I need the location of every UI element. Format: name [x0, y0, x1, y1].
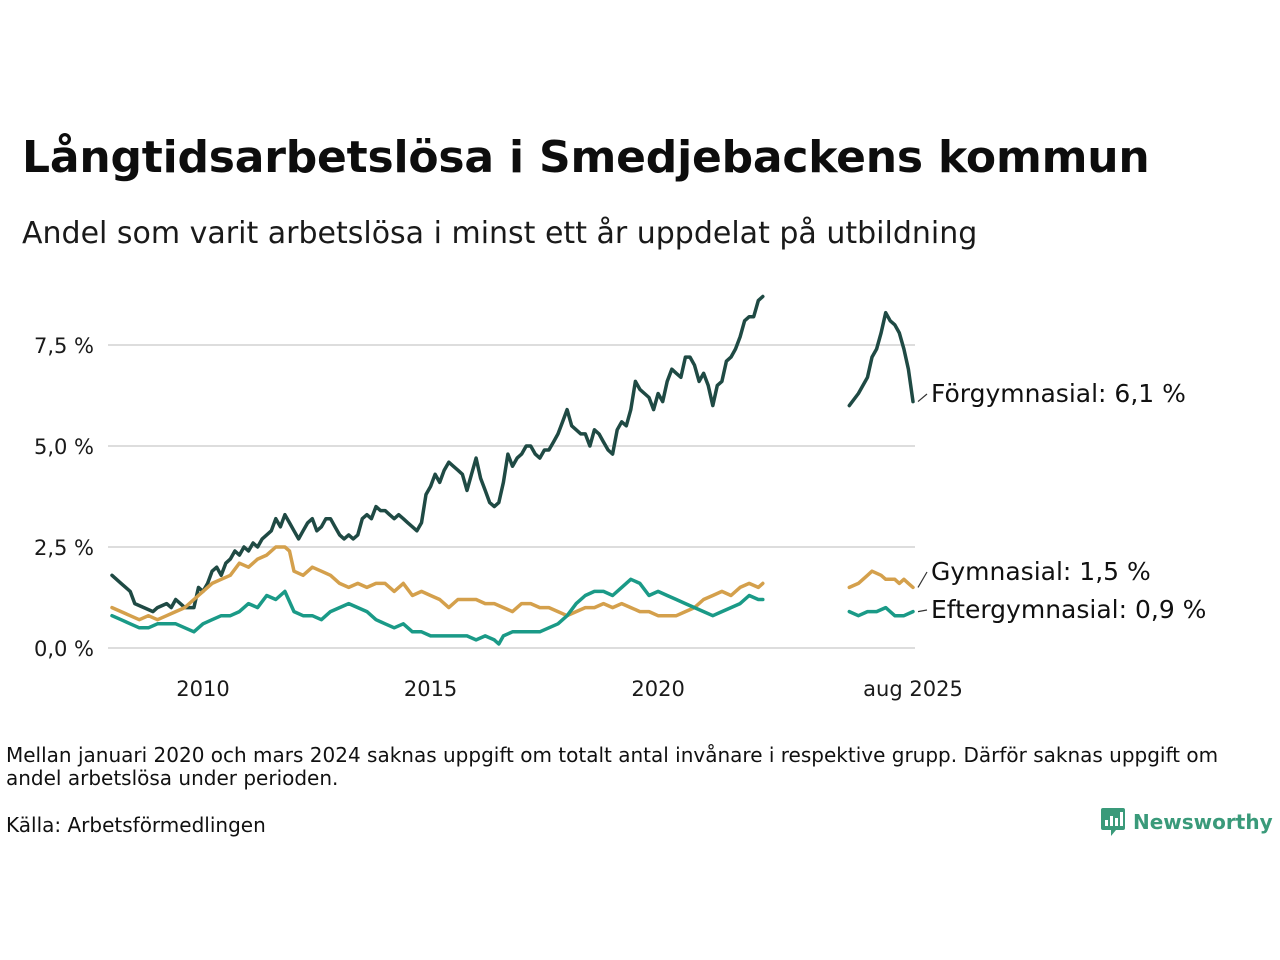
footnote: Mellan januari 2020 och mars 2024 saknas… [6, 743, 1219, 790]
series-lines [110, 294, 915, 646]
brand-name: Newsworthy [1133, 810, 1273, 834]
end-label-gymnasial: Gymnasial: 1,5 % [931, 557, 1151, 586]
label-connector [917, 609, 928, 613]
y-tick-label: 0,0 % [34, 637, 94, 661]
end-label-f-rgymnasial: Förgymnasial: 6,1 % [931, 379, 1186, 408]
series-line-eftergymnasial [110, 577, 765, 646]
x-tick-label: 2015 [404, 677, 457, 701]
series-line-eftergymnasial [847, 605, 915, 618]
x-tick-label: 2010 [176, 677, 229, 701]
series-line-f-rgymnasial [847, 310, 915, 408]
series-line-f-rgymnasial [110, 294, 765, 614]
y-tick-label: 5,0 % [34, 435, 94, 459]
y-axis-labels: 0,0 % 2,5 % 5,0 % 7,5 % [34, 334, 94, 661]
chart-title: Långtidsarbetslösa i Smedjebackens kommu… [22, 132, 1150, 183]
y-tick-label: 7,5 % [34, 334, 94, 358]
newsworthy-logo: Newsworthy [1100, 806, 1273, 838]
end-labels: Förgymnasial: 6,1 % Gymnasial: 1,5 % Efter… [917, 379, 1206, 624]
y-tick-label: 2,5 % [34, 536, 94, 560]
x-axis-labels: 2010 2015 2020 aug 2025 [176, 677, 963, 701]
x-tick-label: aug 2025 [863, 677, 963, 701]
series-line-gymnasial [110, 545, 765, 622]
end-label-eftergymnasial: Eftergymnasial: 0,9 % [931, 595, 1206, 624]
line-chart: 0,0 % 2,5 % 5,0 % 7,5 % 2010 2015 2020 aug 202… [34, 294, 1206, 701]
series-line-gymnasial [847, 569, 915, 590]
newsworthy-logo-icon [1101, 808, 1125, 836]
gridlines [108, 344, 915, 649]
label-connector [917, 571, 928, 588]
source-text: Källa: Arbetsförmedlingen [6, 813, 266, 837]
x-tick-label: 2020 [631, 677, 684, 701]
chart-subtitle: Andel som varit arbetslösa i minst ett å… [22, 216, 978, 251]
label-connector [917, 393, 928, 403]
